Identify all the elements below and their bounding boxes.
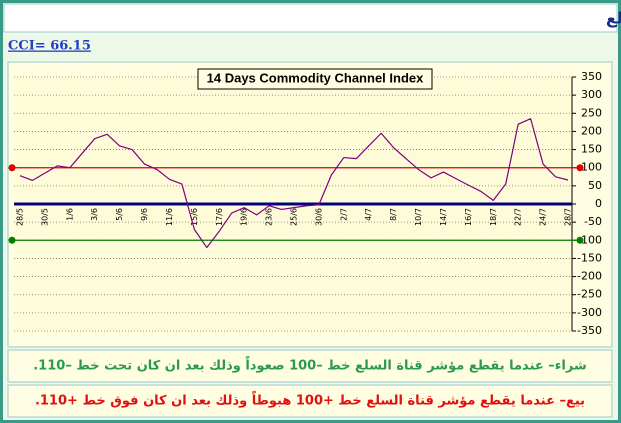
y-tick-label: 350 <box>581 70 602 83</box>
title-box <box>197 68 433 90</box>
y-tick-label: 100 <box>581 161 602 174</box>
reference-dot <box>8 236 16 244</box>
x-tick-label: 17/6 <box>215 208 224 226</box>
y-tick-label: 200 <box>581 124 602 137</box>
x-tick-label: 9/6 <box>140 208 149 221</box>
header-bar <box>3 3 618 33</box>
x-tick-label: 8/7 <box>389 208 398 221</box>
y-tick-label: 300 <box>581 88 602 101</box>
note-box <box>7 384 613 418</box>
y-tick-label: -200 <box>577 270 602 283</box>
x-tick-label: 10/7 <box>414 208 423 226</box>
cci-value: CCI= 66.15 <box>8 39 91 54</box>
x-tick-label: 1/6 <box>65 208 74 221</box>
y-tick-label: -350 <box>577 324 602 337</box>
sell-note: بيع– عندما يقطع مؤشر قناة السلع خط +100 … <box>35 391 585 409</box>
y-tick-label: -150 <box>577 251 602 264</box>
y-tick-label: -100 <box>577 233 602 246</box>
reference-dot <box>576 164 584 172</box>
x-tick-label: 16/7 <box>464 208 473 226</box>
x-tick-label: 5/6 <box>115 208 124 221</box>
x-tick-label: 30/5 <box>40 208 49 226</box>
x-tick-label: 15/6 <box>190 208 199 226</box>
x-tick-label: 2/7 <box>339 208 348 221</box>
y-tick-label: -300 <box>577 306 602 319</box>
x-tick-label: 19/6 <box>240 208 249 226</box>
page-title: مؤشر قناة السلع <box>606 9 621 28</box>
x-tick-label: 14/7 <box>439 208 448 226</box>
y-tick-label: -50 <box>584 215 602 228</box>
x-tick-label: 24/7 <box>539 208 548 226</box>
y-tick-label: 50 <box>588 179 602 192</box>
y-tick-label: 150 <box>581 143 602 156</box>
y-tick-label: 0 <box>595 197 602 210</box>
x-tick-label: 30/6 <box>314 208 323 226</box>
buy-note: شراء– عندما يقطع مؤشر قناة السلع خط –100… <box>33 356 587 374</box>
x-tick-label: 18/7 <box>489 208 498 226</box>
x-tick-label: 23/6 <box>265 208 274 226</box>
note-box <box>7 349 613 383</box>
x-tick-label: 25/6 <box>290 208 299 226</box>
chart-title: 14 Days Commodity Channel Index <box>207 70 424 85</box>
x-tick-label: 28/7 <box>564 208 573 226</box>
x-tick-label: 4/7 <box>364 208 373 221</box>
x-tick-label: 11/6 <box>165 208 174 226</box>
reference-dot <box>8 164 16 172</box>
reference-dot <box>576 236 584 244</box>
x-tick-label: 28/5 <box>16 208 25 226</box>
y-tick-label: -250 <box>577 288 602 301</box>
cci-line <box>19 118 569 249</box>
x-tick-label: 22/7 <box>514 208 523 226</box>
y-tick-label: 250 <box>581 106 602 119</box>
x-tick-label: 3/6 <box>90 208 99 221</box>
